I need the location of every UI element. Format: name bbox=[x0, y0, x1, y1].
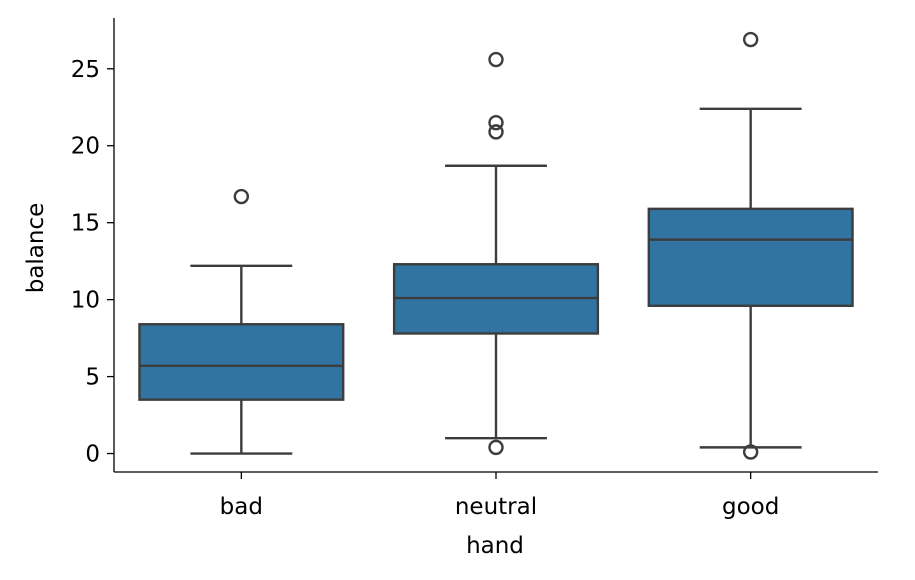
outlier-point-neutral-1 bbox=[488, 124, 504, 140]
y-tick-label-0: 0 bbox=[85, 442, 100, 468]
box-bad bbox=[138, 323, 345, 401]
y-axis-label: balance bbox=[23, 203, 49, 294]
box-group-bad bbox=[138, 188, 345, 455]
y-tick-label-10: 10 bbox=[71, 288, 100, 314]
x-axis: bad neutral good bbox=[114, 471, 878, 520]
outlier-point-neutral-2 bbox=[488, 114, 504, 131]
y-tick-label-5: 5 bbox=[85, 365, 100, 391]
x-tick-label-bad: bad bbox=[220, 494, 263, 520]
y-tick-label-25: 25 bbox=[71, 57, 100, 83]
outlier-point-good-1 bbox=[742, 31, 759, 48]
box-group-neutral bbox=[392, 51, 600, 456]
outlier-point-good-0 bbox=[742, 444, 759, 460]
y-axis: 0 5 10 15 20 25 bbox=[71, 18, 115, 472]
outlier-point-neutral-0 bbox=[488, 439, 504, 456]
plot-area bbox=[138, 31, 854, 460]
y-tick-label-15: 15 bbox=[71, 211, 100, 237]
x-tick-label-neutral: neutral bbox=[455, 494, 537, 520]
y-tick-label-20: 20 bbox=[71, 134, 100, 160]
box-good bbox=[647, 207, 854, 307]
box-group-good bbox=[647, 31, 854, 460]
outlier-point-bad-0 bbox=[233, 188, 250, 205]
x-tick-label-good: good bbox=[722, 494, 779, 520]
outlier-point-neutral-3 bbox=[488, 51, 504, 68]
x-axis-label: hand bbox=[466, 533, 524, 559]
